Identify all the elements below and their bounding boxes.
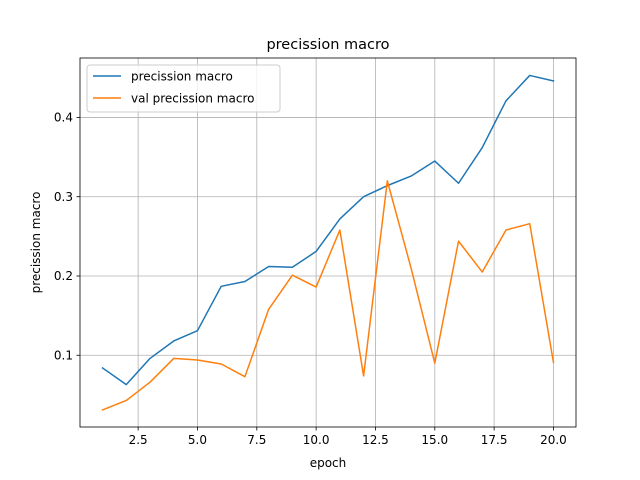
series-line-val-precission-macro (101, 180, 555, 411)
plot-frame (79, 57, 577, 428)
grid (80, 58, 576, 427)
x-tick-label: 17.5 (481, 433, 508, 447)
legend: precission macro val precission macro (86, 64, 281, 113)
y-tick-label: 0.4 (54, 111, 73, 125)
legend-box (86, 64, 281, 113)
y-axis-label: precission macro (29, 192, 43, 294)
series-line-precission-macro (101, 74, 555, 386)
x-tick-label: 10.0 (303, 433, 330, 447)
y-tick-label: 0.3 (54, 190, 73, 204)
axis-ticks: 2.5 5.0 7.5 10.0 12.5 15.0 17.5 20.0 0.1 0.2 0.3 0.… (54, 111, 567, 447)
y-tick-label: 0.1 (54, 348, 73, 362)
x-axis-label: epoch (310, 456, 347, 470)
legend-label-precission-macro: precission macro (131, 70, 233, 84)
x-tick-label: 15.0 (421, 433, 448, 447)
x-tick-label: 12.5 (362, 433, 389, 447)
chart-title: precission macro (266, 37, 389, 53)
x-tick-label: 2.5 (129, 433, 148, 447)
y-tick-label: 0.2 (54, 269, 73, 283)
x-tick-label: 5.0 (188, 433, 207, 447)
series-lines (101, 74, 555, 411)
x-tick-label: 20.0 (540, 433, 567, 447)
x-tick-label: 7.5 (247, 433, 266, 447)
legend-label-val-precission-macro: val precission macro (131, 92, 254, 106)
